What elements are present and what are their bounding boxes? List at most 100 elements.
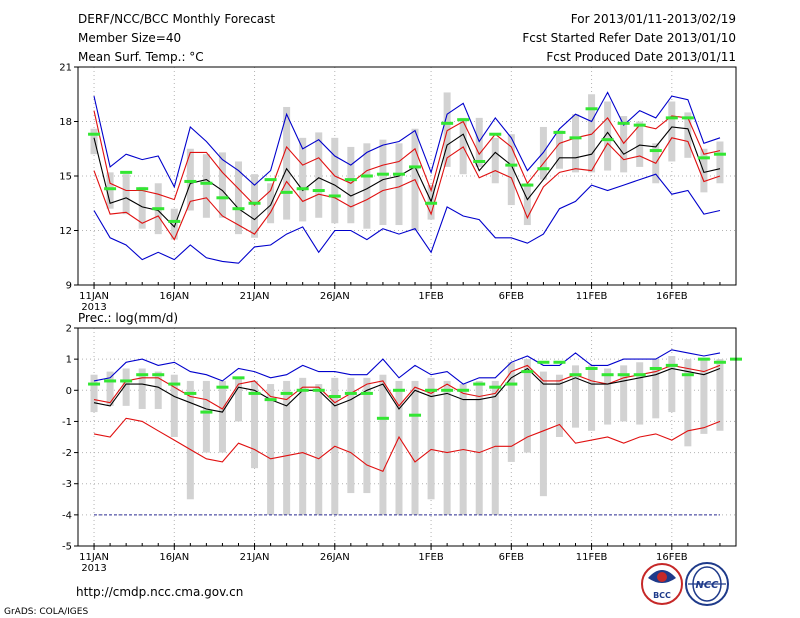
temp-spread-bar <box>668 101 676 162</box>
prec-observed-marker <box>296 388 309 392</box>
temp-spread-bar <box>443 92 451 167</box>
temp-max-line <box>93 91 721 189</box>
prec-observed-marker <box>457 388 470 392</box>
temp-observed-marker <box>521 183 534 187</box>
grads-credit: GrADS: COLA/IGES <box>4 607 88 617</box>
temp-observed-marker <box>328 194 341 198</box>
prec-ytick-label: -1 <box>62 417 72 428</box>
prec-spread-bar <box>267 384 275 515</box>
prec-observed-marker <box>409 413 422 417</box>
temp-xtick-label: 6FEB <box>499 291 524 302</box>
prec-observed-marker <box>665 363 678 367</box>
temp-spread-bar <box>186 148 194 211</box>
prec-observed-marker <box>553 360 566 364</box>
forecast-period: For 2013/01/11-2013/02/19 <box>571 12 736 26</box>
prec-spread-bar <box>347 377 355 494</box>
prec-observed-marker <box>248 391 261 395</box>
temp-observed-marker <box>713 152 726 156</box>
prec-observed-marker <box>152 373 165 377</box>
prec-spread-bar <box>700 359 708 434</box>
prec-observed-marker <box>569 373 582 377</box>
temp-observed-marker <box>665 116 678 120</box>
prec-observed-marker <box>585 366 598 370</box>
chart-title: DERF/NCC/BCC Monthly Forecast <box>78 12 275 26</box>
prec-spread-bar <box>523 359 531 453</box>
temp-spread-bar <box>588 94 596 173</box>
temp-observed-marker <box>360 174 373 178</box>
prec-mean-line <box>93 367 721 413</box>
temp-xtick-label: 16JAN <box>159 291 189 302</box>
temp-spread-bar <box>604 101 612 171</box>
temp-spread-bar <box>363 143 371 229</box>
prec-observed-marker <box>505 382 518 386</box>
temp-spread-bar <box>523 183 531 226</box>
temp-ytick-label: 15 <box>59 172 72 183</box>
temp-spread-bar <box>620 116 628 173</box>
temp-observed-marker <box>104 187 117 191</box>
prec-spread-bar <box>395 380 403 515</box>
temp-observed-marker <box>617 121 630 125</box>
temp-lower-line <box>93 137 721 241</box>
prec-observed-marker <box>649 366 662 370</box>
top-variable-label: Mean Surf. Temp.: °C <box>78 50 204 64</box>
temp-observed-marker <box>312 189 325 193</box>
prec-observed-marker <box>136 373 149 377</box>
prec-spread-bar <box>138 368 146 409</box>
forecast-start-date: Fcst Started Refer Date 2013/01/10 <box>522 31 736 45</box>
prec-xtick-label: 11FEB <box>576 552 608 563</box>
prec-spread-bar <box>652 359 660 419</box>
temp-observed-marker <box>537 167 550 171</box>
temp-spread-bar <box>347 146 355 224</box>
prec-spread-bar <box>202 380 210 453</box>
prec-spread-bar <box>154 371 162 409</box>
temp-observed-marker <box>216 196 229 200</box>
prec-spread-bar <box>186 380 194 500</box>
prec-upper-line <box>93 364 721 410</box>
prec-observed-marker <box>392 388 405 392</box>
temp-xtick-year-label: 2013 <box>81 302 106 313</box>
prec-spread-bar <box>283 380 291 515</box>
temp-observed-marker <box>457 118 470 122</box>
prec-spread-bar <box>684 359 692 447</box>
temp-spread-bar <box>138 186 146 229</box>
temp-spread-bar <box>202 154 210 218</box>
temp-observed-marker <box>681 116 694 120</box>
prec-observed-marker <box>232 376 245 380</box>
prec-spread-bar <box>604 368 612 425</box>
prec-axes-frame <box>77 327 737 547</box>
prec-spread-bar <box>234 377 242 422</box>
source-url: http://cmdp.ncc.cma.gov.cn <box>76 585 243 599</box>
prec-spread-bar <box>299 377 307 515</box>
prec-observed-marker <box>441 388 454 392</box>
prec-ytick-label: 1 <box>66 355 72 366</box>
temp-spread-bar <box>700 148 708 193</box>
temp-spread-bar <box>507 134 515 206</box>
temp-ytick-label: 9 <box>66 281 72 292</box>
prec-observed-marker <box>280 391 293 395</box>
temp-spread-bar <box>267 183 275 224</box>
temp-spread-bar <box>234 161 242 235</box>
prec-observed-marker <box>633 373 646 377</box>
temp-observed-marker <box>200 181 213 185</box>
temp-spread-bar <box>684 112 692 158</box>
temp-observed-marker <box>489 132 502 136</box>
prec-observed-marker <box>617 373 630 377</box>
temp-spread-bar <box>491 137 499 184</box>
temp-observed-marker <box>441 121 454 125</box>
precip-variable-label: Prec.: log(mm/d) <box>78 311 178 325</box>
temp-observed-marker <box>184 179 197 183</box>
prec-spread-bar <box>251 380 259 469</box>
temp-observed-marker <box>569 136 582 140</box>
temp-mean-line <box>93 126 721 228</box>
prec-observed-marker <box>537 360 550 364</box>
prec-ytick-label: 2 <box>66 324 72 335</box>
temp-spread-bar <box>251 174 259 238</box>
temp-spread-bar <box>106 172 114 209</box>
temp-upper-line <box>93 110 721 206</box>
prec-observed-marker <box>601 373 614 377</box>
prec-observed-marker <box>264 398 277 402</box>
temp-spread-bar <box>555 130 563 169</box>
prec-observed-marker <box>120 379 133 383</box>
